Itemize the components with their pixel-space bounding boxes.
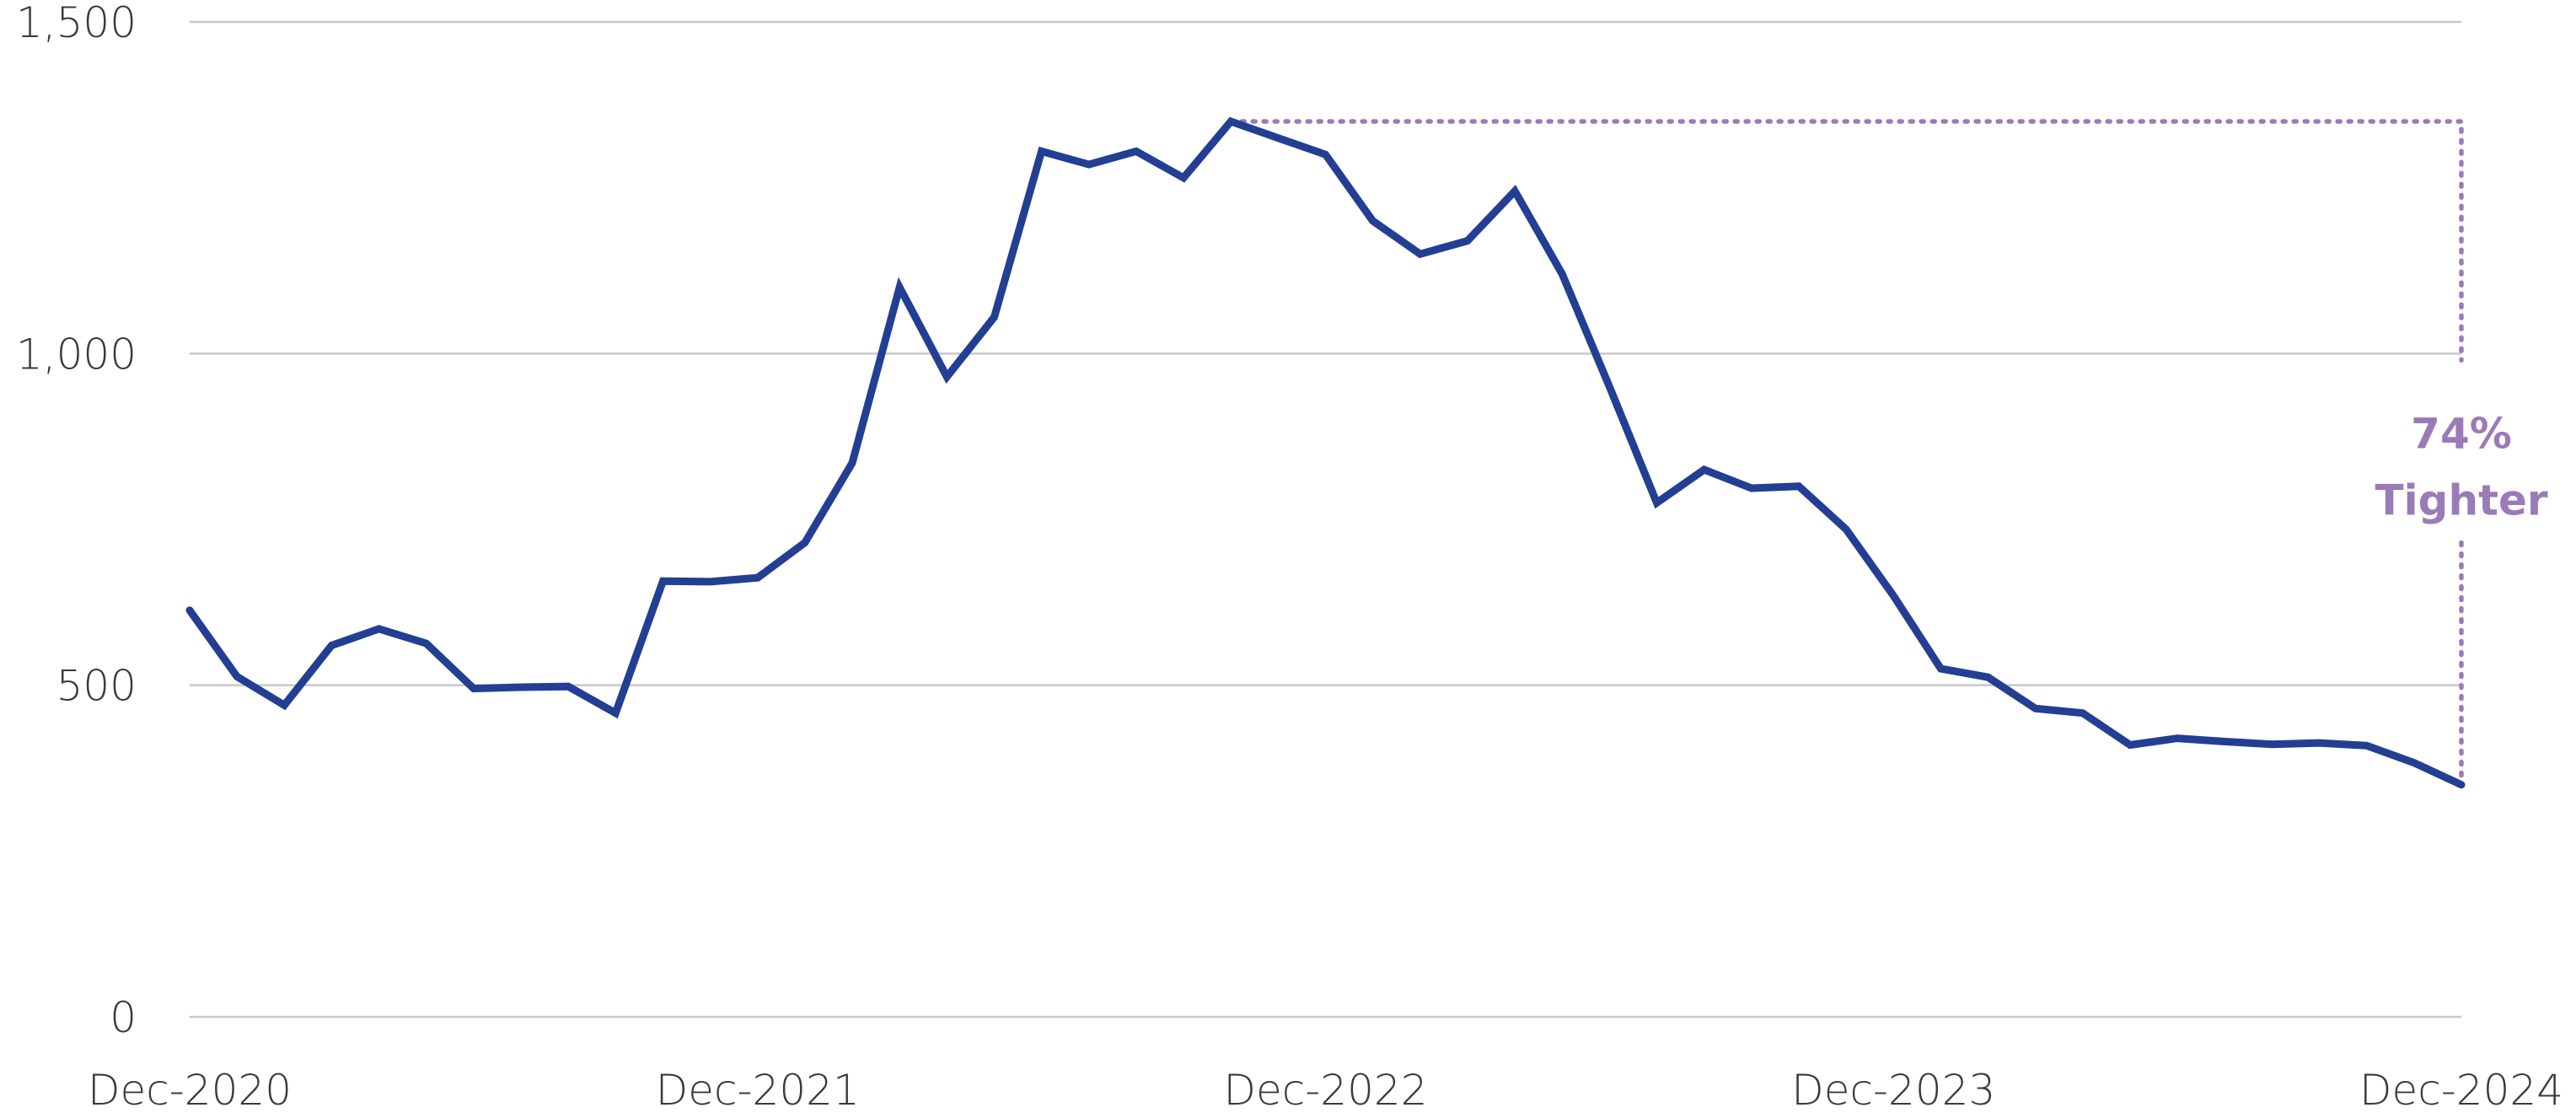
annotation-label-percent: 74%	[2411, 410, 2512, 459]
annotation-bracket	[1228, 119, 2464, 788]
gridlines	[190, 20, 2461, 1019]
y-tick-label: 1,000	[16, 330, 137, 379]
series-line	[185, 116, 2466, 789]
x-tick-label: Dec-2024	[2359, 1066, 2563, 1113]
x-tick-label: Dec-2021	[656, 1066, 860, 1113]
y-tick-label: 500	[56, 662, 137, 711]
series-group	[185, 116, 2466, 789]
annotation-group: 74% Tighter	[1228, 119, 2548, 788]
y-tick-label: 1,500	[16, 0, 137, 47]
annotation-label-word: Tighter	[2375, 476, 2547, 524]
x-tick-label: Dec-2020	[88, 1066, 292, 1113]
x-tick-label: Dec-2022	[1223, 1066, 1427, 1113]
y-tick-label: 0	[110, 993, 137, 1042]
y-axis: 0 500 1,000 1,500	[16, 0, 137, 1042]
x-tick-label: Dec-2023	[1791, 1066, 1995, 1113]
x-axis: Dec-2020 Dec-2021 Dec-2022 Dec-2023 Dec-2024	[88, 1066, 2563, 1113]
